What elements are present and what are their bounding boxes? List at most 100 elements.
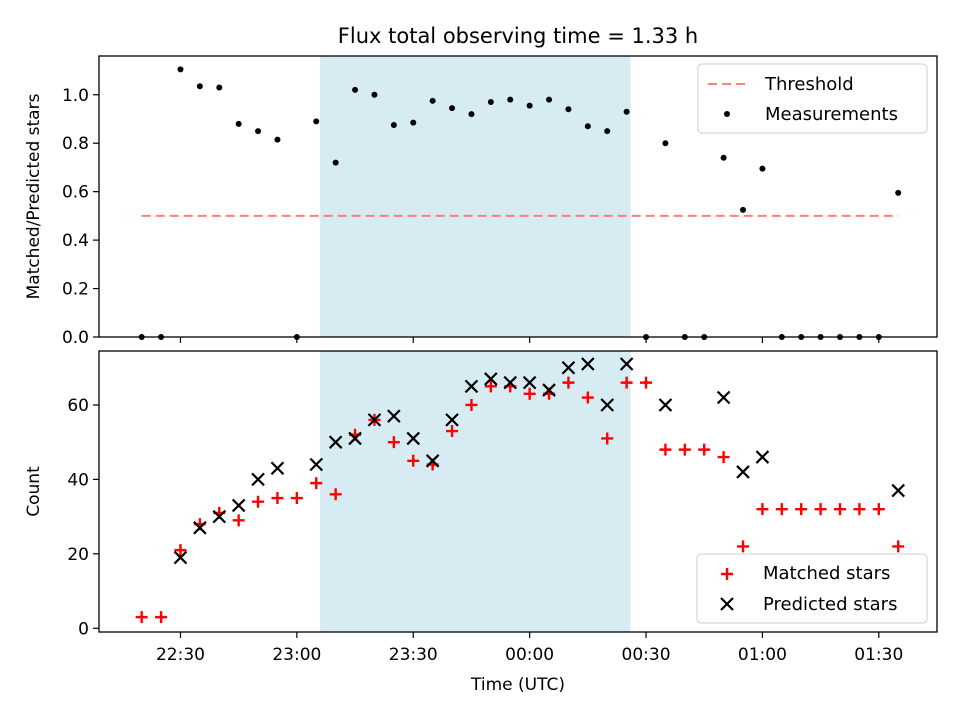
measurement-point (449, 105, 456, 112)
predicted-star-point (348, 431, 362, 446)
measurement-point (565, 106, 572, 113)
predicted-legend-label: Predicted stars (763, 594, 897, 615)
count-legend-box (696, 553, 928, 624)
ratio-y-axis: 0.0 0.2 0.4 0.6 0.8 1.0 (62, 86, 99, 348)
measurement-point (720, 154, 727, 161)
observing-window-shade (320, 351, 631, 632)
predicted-star-point (619, 357, 634, 371)
matched-star-point (407, 454, 420, 467)
predicted-star-point (231, 498, 246, 513)
count-panel: 0 20 40 60 22:30 23:00 23:30 00:00 00:30 01:00 01… (24, 350, 938, 695)
measurement-point (390, 122, 397, 129)
measurements-legend-swatch (724, 111, 730, 117)
matched-star-point (834, 503, 847, 516)
measurement-point (468, 111, 475, 118)
observing-window-shade (320, 56, 631, 337)
measurement-point (546, 96, 553, 103)
predicted-star-point (522, 375, 537, 390)
measurement-point (487, 99, 494, 106)
predicted-star-point (173, 550, 188, 565)
matched-star-point (640, 376, 653, 389)
measurement-point (352, 86, 359, 93)
matched-star-point (620, 376, 633, 389)
measurement-point (410, 119, 417, 126)
measurement-point (662, 140, 669, 147)
predicted-star-point (406, 431, 421, 446)
x-tick-label: 23:30 (389, 645, 438, 665)
measurement-points (138, 66, 902, 340)
count-y-axis: 0 20 40 60 (67, 396, 99, 639)
matched-star-point (465, 398, 478, 411)
y-tick-label: 40 (67, 470, 89, 490)
measurement-point (235, 120, 242, 127)
measurements-legend-label: Measurements (765, 104, 898, 125)
count-y-axis-label: Count (24, 466, 44, 517)
predicted-star-point (464, 379, 479, 394)
matched-star-point (775, 503, 788, 516)
matched-star-point (717, 451, 730, 464)
predicted-star-point (542, 383, 556, 397)
predicted-star-point (193, 521, 207, 535)
count-x-axis: 22:30 23:00 23:30 00:00 00:30 01:00 01:30 (156, 632, 903, 665)
measurement-point (526, 102, 533, 109)
measurement-point (371, 91, 378, 98)
matched-star-point (795, 503, 808, 516)
matched-star-point (756, 503, 769, 516)
matched-star-point (387, 436, 400, 449)
x-tick-label: 00:30 (622, 645, 671, 665)
y-tick-label: 0.0 (62, 328, 89, 348)
ratio-x-axis (179, 337, 880, 343)
measurement-point (740, 206, 747, 213)
y-tick-label: 0 (78, 619, 89, 639)
measurement-point (255, 128, 262, 135)
measurement-point (332, 159, 339, 166)
x-tick-label: 01:30 (854, 645, 903, 665)
predicted-star-point (561, 360, 576, 375)
measurement-point (429, 97, 436, 104)
matched-star-point (484, 380, 497, 393)
predicted-star-point (891, 483, 905, 498)
measurement-point (604, 128, 611, 135)
matched-star-point (581, 391, 594, 404)
measurement-point (313, 118, 320, 125)
predicted-star-point (445, 413, 459, 427)
y-tick-label: 20 (67, 545, 89, 565)
matched-star-point (678, 443, 691, 456)
predicted-star-point (425, 454, 440, 468)
predicted-star-point (736, 465, 750, 479)
count-panel-frame (98, 350, 938, 633)
measurement-point (507, 96, 514, 103)
predicted-star-point (600, 398, 615, 412)
predicted-star-point (309, 457, 324, 472)
y-tick-label: 0.8 (62, 134, 89, 154)
ratio-panel-frame (98, 55, 938, 338)
y-tick-label: 0.2 (62, 280, 89, 300)
measurement-point (216, 84, 223, 91)
matched-star-point (523, 387, 536, 400)
matched-legend-label: Matched stars (763, 563, 890, 584)
x-tick-label: 22:30 (156, 645, 205, 665)
matched-star-point (698, 443, 711, 456)
predicted-star-point (328, 435, 343, 449)
count-x-axis-label: Time (UTC) (470, 675, 565, 695)
matched-star-point (872, 503, 885, 516)
measurement-point (196, 83, 203, 90)
count-legend: Matched stars Predicted stars (696, 553, 928, 624)
measurement-point (895, 189, 902, 196)
matched-star-point (155, 611, 168, 624)
matched-star-point (174, 544, 187, 557)
y-tick-label: 60 (67, 396, 89, 416)
y-tick-label: 0.6 (62, 183, 89, 203)
predicted-star-point (251, 472, 265, 487)
ratio-y-axis-label: Matched/Predicted stars (24, 93, 44, 299)
matched-star-point (892, 540, 905, 553)
measurement-point (177, 66, 184, 73)
matched-star-point (814, 503, 827, 516)
matched-star-point (737, 540, 750, 553)
measurement-point (759, 165, 766, 172)
predicted-star-point (367, 413, 382, 427)
matched-star-point (271, 492, 284, 505)
matched-legend-swatch (721, 568, 733, 580)
matched-star-point (232, 514, 245, 527)
